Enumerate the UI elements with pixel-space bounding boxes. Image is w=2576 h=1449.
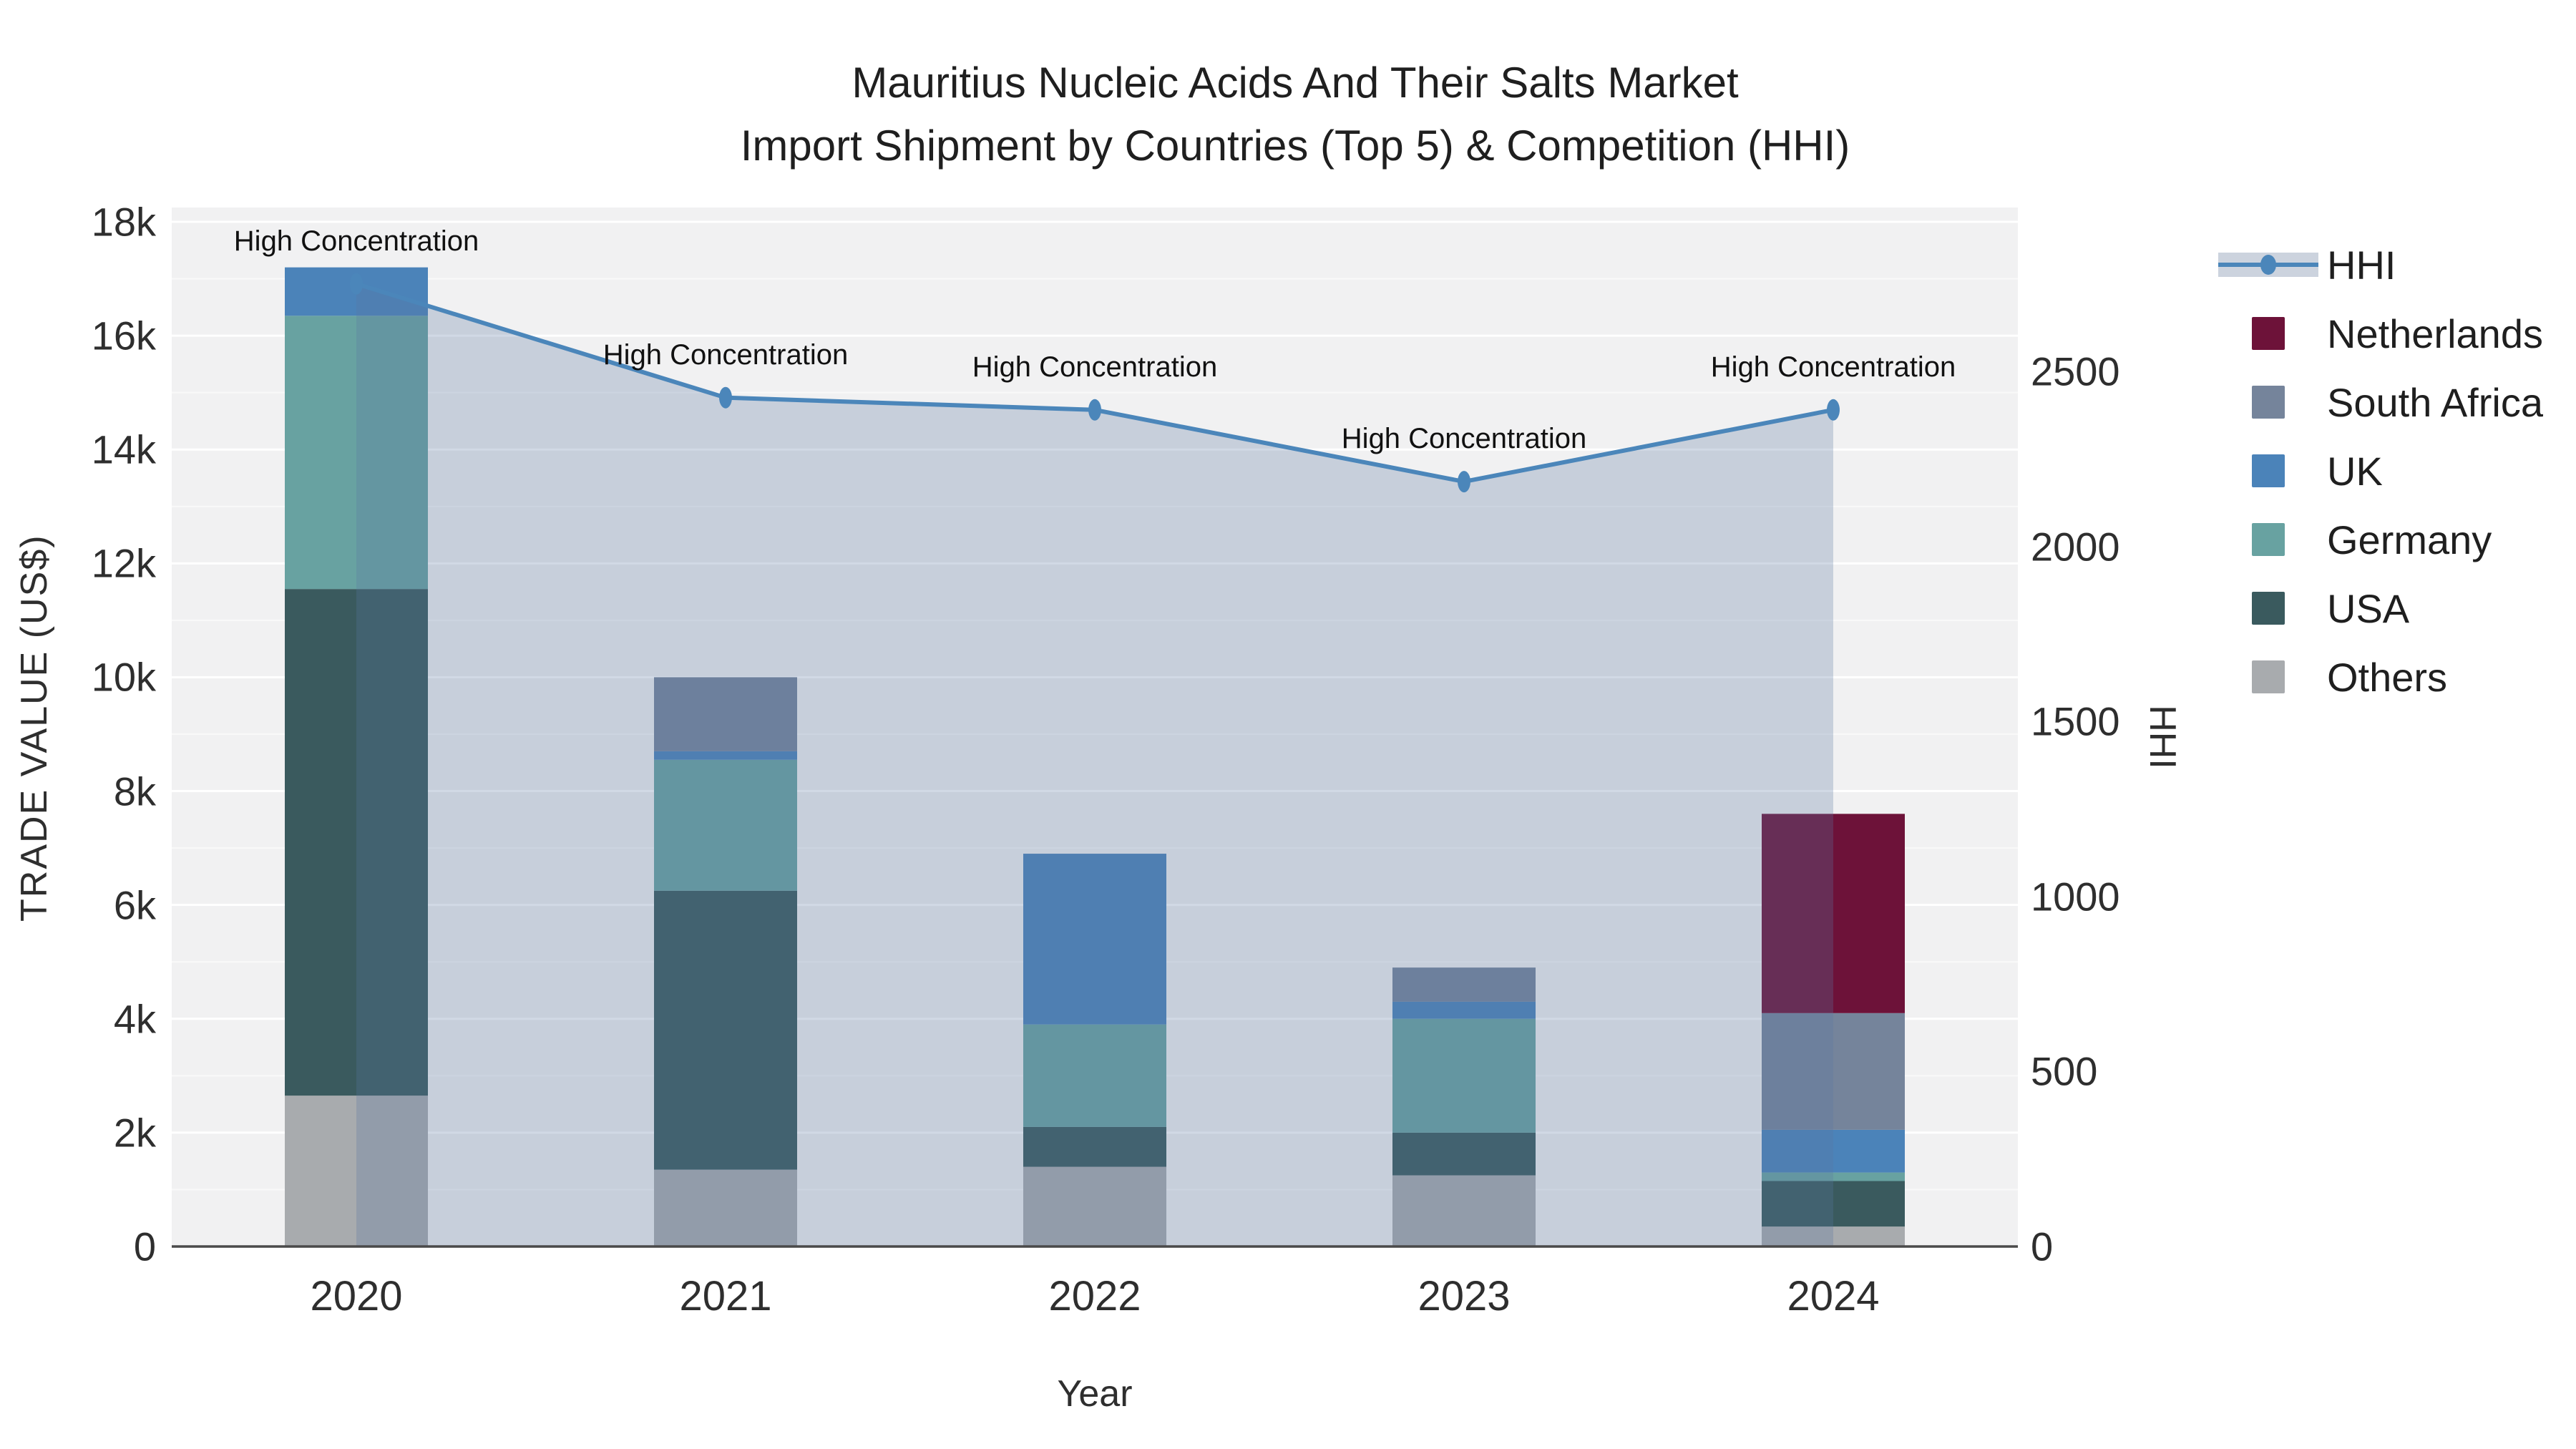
- legend-item-others[interactable]: Others: [2218, 643, 2543, 711]
- legend: HHI Netherlands South Africa UK Germany USA Ot…: [2218, 230, 2543, 711]
- y-left-tick-8k: 8k: [113, 769, 156, 814]
- legend-label: Germany: [2327, 517, 2492, 562]
- y-left-tick-0: 0: [133, 1224, 156, 1269]
- y-right-tick-1500: 1500: [2031, 698, 2120, 744]
- hhi-marker-swatch: [2260, 255, 2276, 275]
- legend-swatch-holder: [2218, 436, 2318, 505]
- legend-swatch-holder: [2218, 368, 2318, 436]
- x-tick-2022: 2022: [1048, 1273, 1141, 1319]
- annotation-high-concentration-2021: High Concentration: [602, 338, 849, 371]
- bar-segment-usa-2023: [1392, 1132, 1536, 1176]
- y-left-tick-14k: 14k: [91, 426, 156, 472]
- bar-segment-usa-2020: [285, 589, 428, 1096]
- y-left-tick-12k: 12k: [91, 540, 156, 586]
- hhi-marker-2022: [1088, 399, 1101, 421]
- legend-swatch-usa: [2252, 592, 2285, 625]
- legend-label: Others: [2327, 654, 2448, 700]
- legend-label: South Africa: [2327, 379, 2543, 425]
- bar-segment-netherlands-2024: [1762, 814, 1905, 1013]
- legend-label: UK: [2327, 448, 2383, 494]
- x-tick-2021: 2021: [679, 1273, 772, 1319]
- hhi-marker-2023: [1458, 471, 1470, 493]
- annotation-high-concentration-2024: High Concentration: [1710, 351, 1956, 383]
- y-axis-left-title: TRADE VALUE (US$): [14, 534, 55, 922]
- hhi-marker-2024: [1827, 399, 1840, 421]
- bar-segment-germany-2021: [654, 759, 797, 891]
- y-left-tick-10k: 10k: [91, 654, 156, 700]
- legend-label: USA: [2327, 585, 2410, 631]
- legend-swatch-uk: [2252, 454, 2285, 487]
- legend-item-south-africa[interactable]: South Africa: [2218, 368, 2543, 436]
- legend-swatch-holder: [2218, 505, 2318, 574]
- bar-segment-germany-2024: [1762, 1172, 1905, 1181]
- bar-segment-others-2024: [1762, 1226, 1905, 1246]
- legend-swatch-netherlands: [2252, 317, 2285, 350]
- bar-segment-south-africa-2023: [1392, 967, 1536, 1002]
- y-left-tick-4k: 4k: [113, 996, 156, 1042]
- legend-swatch-holder: [2218, 299, 2318, 368]
- chart-title-line1: Mauritius Nucleic Acids And Their Salts …: [852, 59, 1739, 107]
- bar-segment-germany-2020: [285, 316, 428, 590]
- legend-item-uk[interactable]: UK: [2218, 436, 2543, 505]
- x-tick-2020: 2020: [310, 1273, 403, 1319]
- y-right-tick-0: 0: [2031, 1224, 2054, 1269]
- legend-label: Netherlands: [2327, 311, 2543, 356]
- bar-segment-uk-2024: [1762, 1129, 1905, 1173]
- legend-swatch-germany: [2252, 523, 2285, 556]
- chart-title-line2: Import Shipment by Countries (Top 5) & C…: [740, 122, 1850, 170]
- legend-swatch-holder: [2218, 574, 2318, 643]
- bar-segment-usa-2021: [654, 890, 797, 1170]
- bar-segment-germany-2022: [1023, 1024, 1166, 1127]
- annotation-high-concentration-2022: High Concentration: [972, 351, 1218, 383]
- x-tick-2024: 2024: [1787, 1273, 1880, 1319]
- hhi-line-legend-icon: [2218, 230, 2318, 299]
- plot-area: [172, 208, 2018, 1248]
- legend-item-germany[interactable]: Germany: [2218, 505, 2543, 574]
- y-left-tick-18k: 18k: [91, 199, 156, 245]
- y-right-tick-500: 500: [2031, 1048, 2098, 1094]
- bar-segment-south-africa-2024: [1762, 1013, 1905, 1130]
- legend-item-hhi[interactable]: HHI: [2218, 230, 2543, 299]
- legend-swatch-others: [2252, 660, 2285, 693]
- hhi-marker-2020: [350, 273, 363, 295]
- chart-title: Mauritius Nucleic Acids And Their Salts …: [651, 52, 1939, 177]
- legend-swatch-south-africa: [2252, 386, 2285, 419]
- y-right-tick-2000: 2000: [2031, 524, 2120, 570]
- bar-segment-others-2022: [1023, 1166, 1166, 1246]
- y-left-tick-2k: 2k: [113, 1110, 156, 1156]
- y-left-tick-6k: 6k: [113, 882, 156, 928]
- bar-segment-south-africa-2021: [654, 677, 797, 751]
- bar-segment-usa-2024: [1762, 1181, 1905, 1227]
- y-left-tick-16k: 16k: [91, 313, 156, 358]
- x-tick-2023: 2023: [1418, 1273, 1511, 1319]
- bar-segment-others-2020: [285, 1096, 428, 1246]
- legend-item-usa[interactable]: USA: [2218, 574, 2543, 643]
- y-right-tick-1000: 1000: [2031, 874, 2120, 919]
- hhi-area-fill: [356, 283, 1833, 1247]
- bar-segment-uk-2023: [1392, 1001, 1536, 1019]
- bar-segment-uk-2022: [1023, 854, 1166, 1025]
- bar-segment-others-2023: [1392, 1175, 1536, 1246]
- x-axis-title: Year: [1057, 1373, 1133, 1415]
- bar-segment-usa-2022: [1023, 1126, 1166, 1167]
- hhi-marker-2021: [719, 386, 732, 409]
- legend-item-netherlands[interactable]: Netherlands: [2218, 299, 2543, 368]
- bar-segment-germany-2023: [1392, 1018, 1536, 1133]
- y-right-tick-2500: 2500: [2031, 348, 2120, 394]
- bar-segment-uk-2021: [654, 751, 797, 760]
- annotation-high-concentration-2023: High Concentration: [1341, 423, 1587, 455]
- legend-label: HHI: [2327, 242, 2396, 288]
- annotation-high-concentration-2020: High Concentration: [233, 225, 479, 257]
- y-axis-right-title: HHI: [2142, 705, 2183, 769]
- bar-segment-others-2021: [654, 1169, 797, 1246]
- legend-swatch-holder: [2218, 643, 2318, 711]
